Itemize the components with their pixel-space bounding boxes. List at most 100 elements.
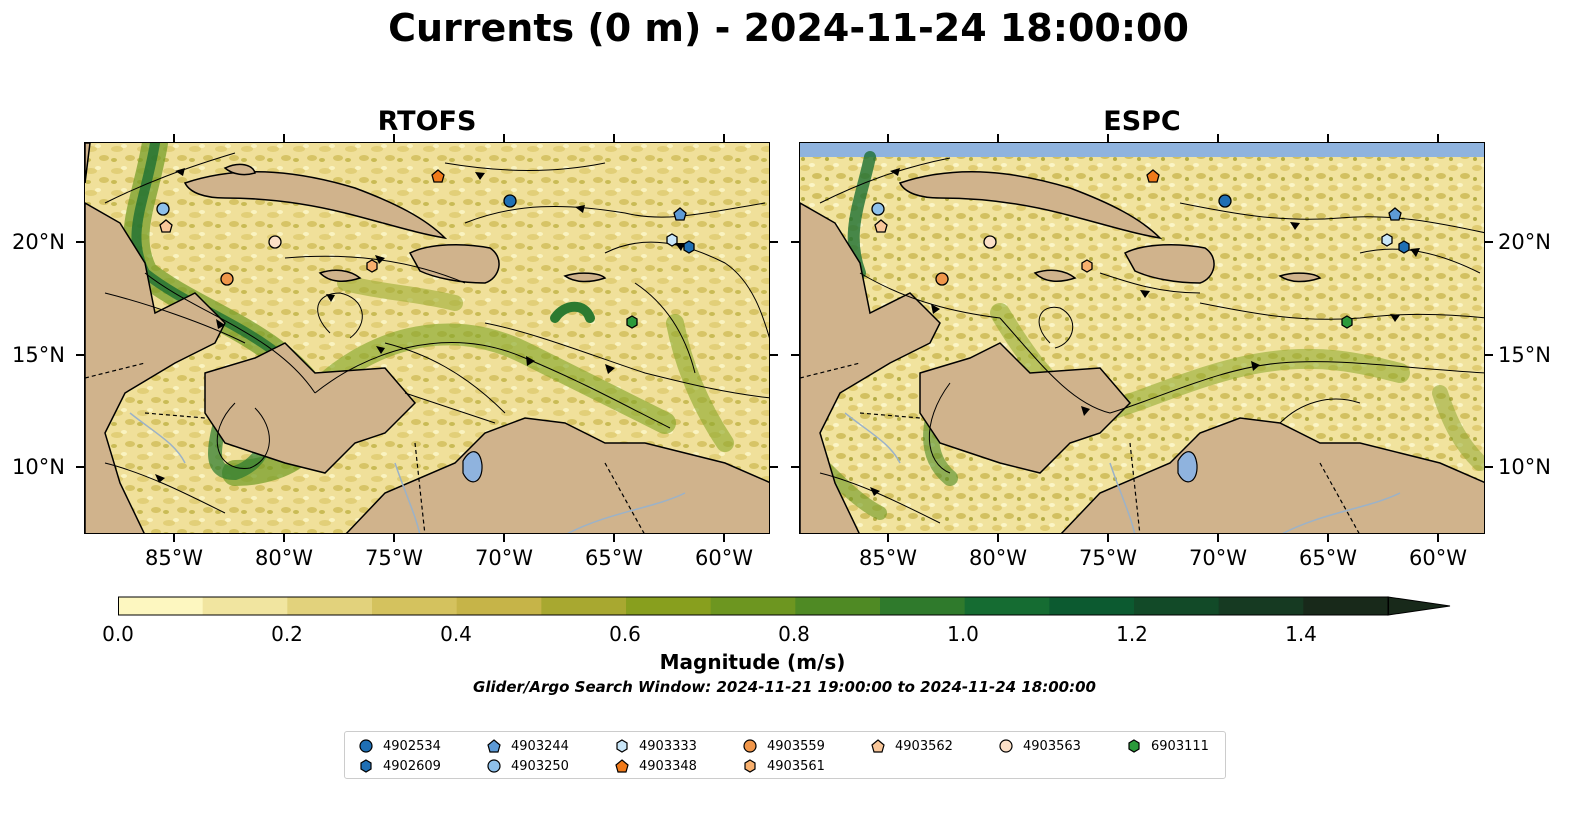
colorbar-label: Magnitude (m/s)	[659, 650, 846, 674]
colorbar-tick: 1.4	[1285, 622, 1317, 646]
marker-4903562	[159, 219, 173, 233]
legend-item: 4903250	[485, 757, 569, 775]
colorbar-segment	[1303, 597, 1389, 615]
colorbar-tick: 0.2	[271, 622, 303, 646]
land	[800, 171, 1484, 533]
lon-label: 60°W	[695, 546, 753, 570]
colorbar-segment	[287, 597, 373, 615]
marker-4903559	[220, 272, 234, 286]
legend: 4902534 4902609 4903244 4903250 4903333 …	[344, 731, 1226, 779]
panel-title-espc: ESPC	[1103, 106, 1181, 137]
colorbar-extend-arrow	[1387, 596, 1451, 616]
country-borders	[85, 362, 645, 533]
map-rtofs	[84, 142, 770, 534]
marker-4903333	[1381, 233, 1393, 247]
colorbar-tick: 0.8	[778, 622, 810, 646]
search-window-caption: Glider/Argo Search Window: 2024-11-21 19…	[473, 678, 1096, 696]
marker-6903111	[626, 315, 638, 329]
no-data-band	[800, 143, 1484, 157]
colorbar-frame	[118, 596, 1389, 616]
lon-label: 60°W	[1409, 546, 1467, 570]
lon-label: 70°W	[475, 546, 533, 570]
colorbar-segment	[1134, 597, 1220, 615]
marker-4903250	[156, 202, 170, 216]
lat-label: 10°N	[1498, 455, 1551, 479]
colorbar-segment	[1218, 597, 1304, 615]
colorbar-ramp	[118, 596, 1451, 616]
legend-item: 4903348	[613, 757, 697, 775]
lon-label: 75°W	[1079, 546, 1137, 570]
colorbar-tick: 0.0	[102, 622, 134, 646]
marker-4902534	[1218, 194, 1232, 208]
lon-label: 80°W	[255, 546, 313, 570]
legend-item: 4903563	[997, 737, 1081, 755]
legend-item: 4903333	[613, 737, 697, 755]
colorbar-segment	[710, 597, 796, 615]
marker-4903348	[431, 169, 445, 183]
map-espc	[799, 142, 1485, 534]
glider-argo-markers	[871, 169, 1410, 329]
streamlines	[104, 152, 769, 514]
colorbar-segment	[964, 597, 1050, 615]
lat-label: 20°N	[12, 230, 65, 254]
lon-label: 65°W	[585, 546, 643, 570]
panel-title-rtofs: RTOFS	[377, 106, 477, 137]
legend-item: 4903559	[741, 737, 825, 755]
glider-argo-markers	[156, 169, 695, 329]
rivers	[129, 412, 686, 533]
colorbar-tick: 1.2	[1116, 622, 1148, 646]
lat-label: 20°N	[1498, 230, 1551, 254]
colorbar-segment	[880, 597, 966, 615]
colorbar-segment	[372, 597, 458, 615]
lon-label: 85°W	[145, 546, 203, 570]
lat-label: 15°N	[1498, 343, 1551, 367]
marker-4903244	[1388, 207, 1402, 221]
colorbar-segment	[202, 597, 288, 615]
figure-title: Currents (0 m) - 2024-11-24 18:00:00	[388, 6, 1189, 50]
colorbar-segment	[118, 597, 204, 615]
marker-4903244	[673, 207, 687, 221]
legend-item: 6903111	[1125, 737, 1209, 755]
marker-4903563	[983, 235, 997, 249]
streamline-arrows	[155, 168, 685, 483]
legend-item: 4903244	[485, 737, 569, 755]
streamline-arrows	[870, 168, 1420, 496]
marker-4903562	[874, 219, 888, 233]
colorbar-segment	[1049, 597, 1135, 615]
legend-item: 4903562	[869, 737, 953, 755]
marker-4903563	[268, 235, 282, 249]
marker-4902609	[1398, 240, 1410, 254]
lat-label: 15°N	[12, 343, 65, 367]
marker-4903250	[871, 202, 885, 216]
legend-item: 4902534	[357, 737, 441, 755]
legend-item: 4902609	[357, 757, 441, 775]
marker-4902534	[503, 194, 517, 208]
colorbar-segment	[456, 597, 542, 615]
colorbar-segment	[541, 597, 627, 615]
colorbar-tick: 1.0	[947, 622, 979, 646]
colorbar-segment	[795, 597, 881, 615]
marker-4903333	[666, 233, 678, 247]
lon-label: 70°W	[1189, 546, 1247, 570]
streamlines	[819, 157, 1484, 524]
lon-label: 85°W	[859, 546, 917, 570]
land	[85, 143, 769, 533]
lake	[1177, 451, 1198, 483]
colorbar-segment	[626, 597, 712, 615]
colorbar-tick: 0.4	[440, 622, 472, 646]
country-borders	[800, 362, 1360, 533]
lon-label: 75°W	[365, 546, 423, 570]
marker-4903559	[935, 272, 949, 286]
rivers	[844, 412, 1401, 533]
lake	[462, 451, 483, 483]
marker-4903561	[1081, 259, 1093, 273]
marker-6903111	[1341, 315, 1353, 329]
colorbar	[118, 596, 1453, 620]
lon-label: 65°W	[1299, 546, 1357, 570]
marker-4902609	[683, 240, 695, 254]
marker-4903348	[1146, 169, 1160, 183]
lon-label: 80°W	[969, 546, 1027, 570]
colorbar-tick: 0.6	[609, 622, 641, 646]
axis-ticks	[76, 134, 1493, 542]
lat-label: 10°N	[12, 455, 65, 479]
